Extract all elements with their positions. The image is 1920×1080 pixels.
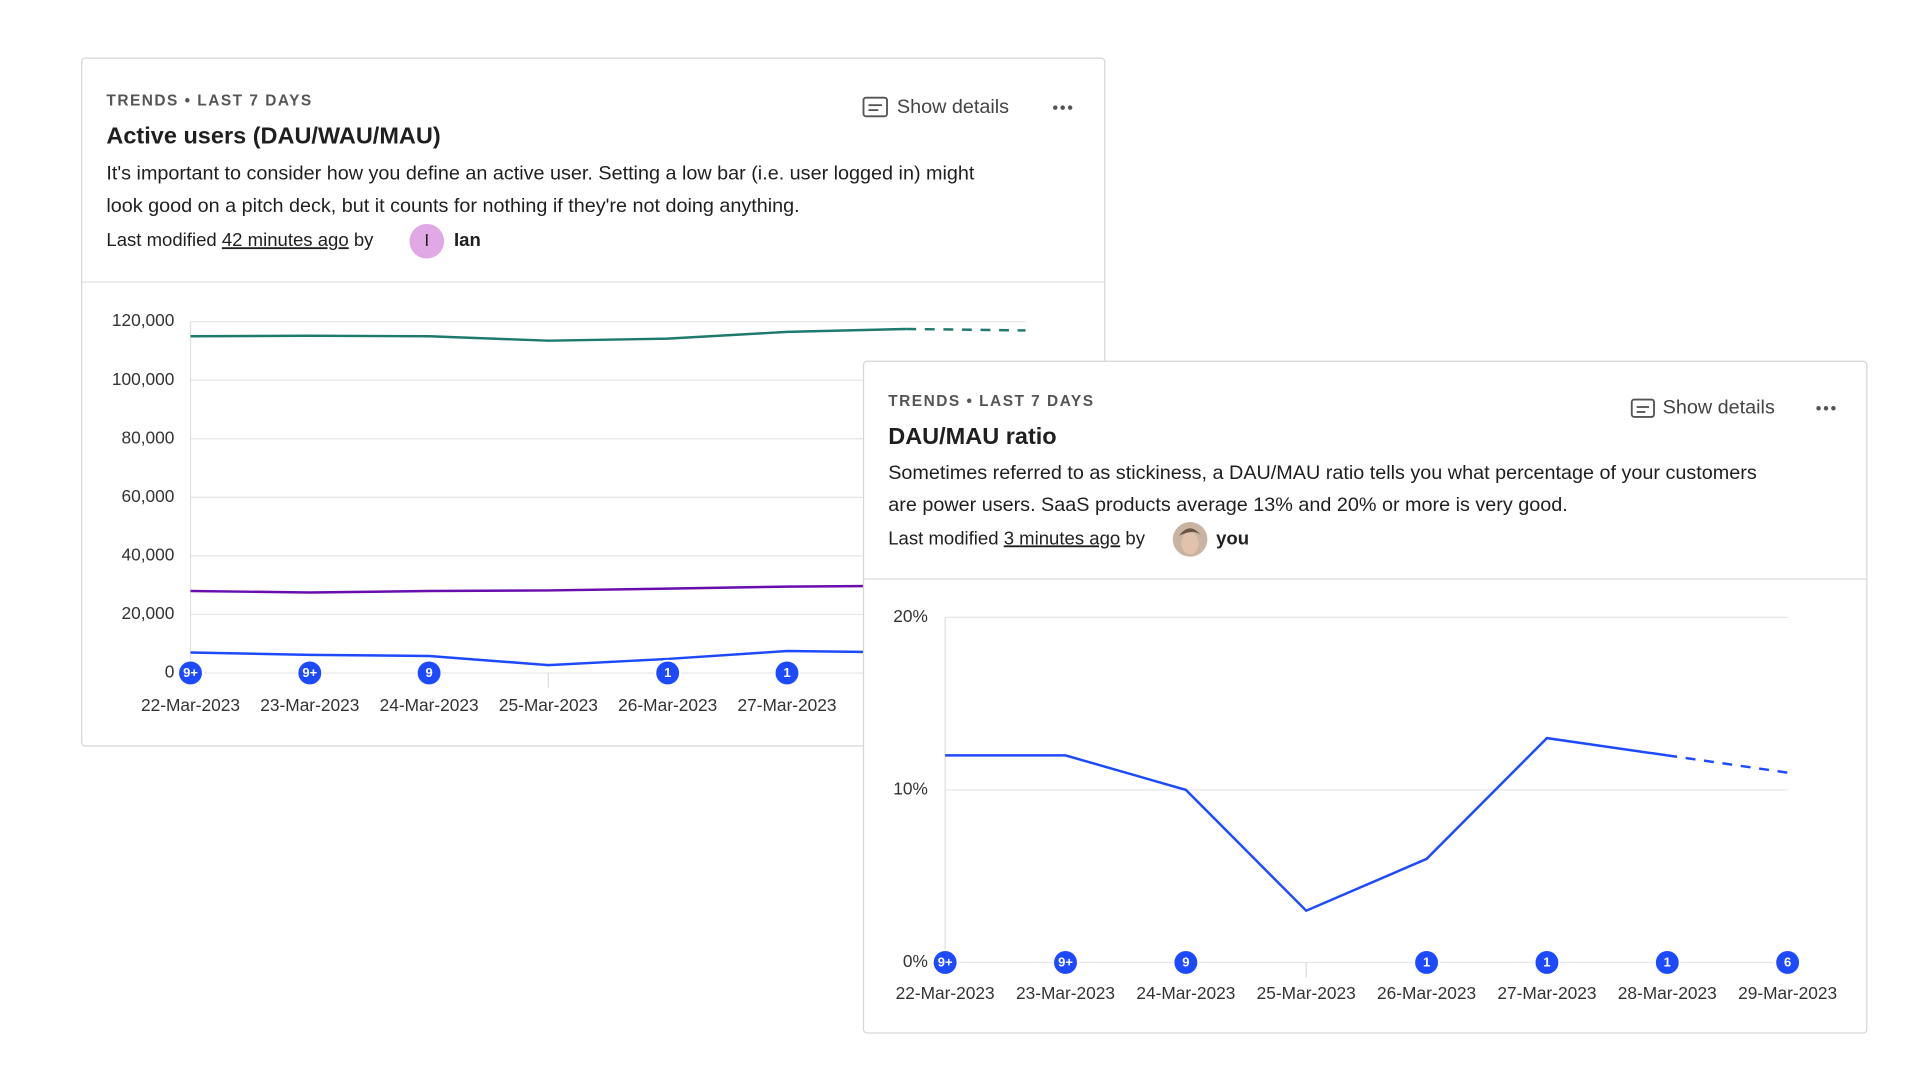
annotation-badge [654,659,681,687]
annotation-count: 9 [425,665,432,680]
x-tick-label: 27-Mar-2023 [1497,983,1596,1003]
y-tick-label: 120,000 [112,310,175,330]
insight-card: TRENDS • LAST 7 DAYS DAU/MAU ratio Somet… [862,360,1868,1034]
annotation-count: 9 [1182,955,1189,970]
modified-time: 3 minutes ago [1004,527,1121,548]
card-title: Active users (DAU/WAU/MAU) [106,123,440,149]
modified-by: by [354,229,374,250]
y-tick-label: 80,000 [122,427,175,447]
series-line [190,584,907,594]
description: Sometimes referred to as stickiness, a D… [888,462,1757,484]
author: you [1216,527,1249,548]
y-tick-label: 10% [893,778,928,798]
series-line-incomplete [906,327,1026,332]
description: look good on a pitch deck, but it counts… [106,195,799,217]
annotation-count: 9+ [183,665,198,680]
series-line [190,649,907,667]
annotation-badge [1533,949,1561,976]
x-tick-label: 25-Mar-2023 [499,695,598,715]
annotation-count: 9+ [938,955,953,970]
modified: Last modified 3 minutes ago by [888,527,1145,548]
annotation-count: 1 [1543,955,1550,970]
x-tick-label: 29-Mar-2023 [1738,983,1837,1003]
annotation-badge [177,659,204,687]
details-icon [1630,398,1655,418]
modified-prefix: Last modified [888,527,998,548]
kicker: TRENDS • LAST 7 DAYS [888,393,1094,410]
description: are power users. SaaS products average 1… [888,494,1568,516]
annotation-count: 1 [1423,955,1430,970]
annotation-badge [1172,949,1200,976]
annotation-badge [931,949,959,976]
avatar [1172,522,1208,557]
y-tick-label: 60,000 [122,486,175,506]
annotation-badge [1774,949,1801,976]
x-tick-label: 25-Mar-2023 [1257,983,1356,1003]
y-tick-label: 0% [903,951,928,971]
modified-prefix: Last modified [106,229,216,250]
annotation-badge [773,659,801,687]
series-line [945,736,1668,913]
show-details-button[interactable]: Show details [1630,396,1775,418]
x-tick-label: 22-Mar-2023 [141,695,240,715]
series-line [190,327,907,342]
x-tick-label: 24-Mar-2023 [1136,983,1235,1003]
card-title: DAU/MAU ratio [888,423,1056,449]
annotation-badge [296,659,324,687]
annotation-count: 1 [783,665,790,680]
y-tick-label: 100,000 [112,369,175,389]
y-tick-label: 0 [165,662,175,682]
modified-by: by [1125,527,1145,548]
description: It's important to consider how you defin… [106,163,975,185]
x-tick-label: 23-Mar-2023 [1016,983,1115,1003]
x-tick-label: 26-Mar-2023 [618,695,717,715]
x-tick-label: 23-Mar-2023 [260,695,359,715]
y-tick-label: 40,000 [122,544,175,564]
avatar [409,223,445,259]
x-tick-label: 22-Mar-2023 [896,983,995,1003]
annotation-badge [415,659,443,687]
kicker: TRENDS • LAST 7 DAYS [106,93,312,110]
x-tick-label: 26-Mar-2023 [1377,983,1476,1003]
y-tick-label: 20,000 [122,603,175,623]
modified: Last modified 42 minutes ago by [106,229,374,250]
x-tick-label: 28-Mar-2023 [1618,983,1717,1003]
annotation-badge [1052,949,1079,976]
card-frame [862,360,1868,1034]
modified-time: 42 minutes ago [222,229,349,250]
show-details[interactable]: Show details [1663,396,1775,418]
y-tick-label: 20% [893,606,928,626]
x-tick-label: 24-Mar-2023 [380,695,479,715]
show-details[interactable]: Show details [897,96,1009,118]
more-button[interactable] [1816,406,1836,411]
annotation-count: 9+ [1058,955,1073,970]
more-button[interactable] [1053,105,1073,110]
annotation-count: 9+ [302,665,317,680]
annotation-badge [1413,949,1440,976]
series-line-incomplete [1667,754,1788,774]
author: Ian [454,229,481,250]
details-icon [862,96,888,118]
annotation-badge [1653,949,1681,976]
avatar-initial: I [424,230,429,250]
annotation-count: 1 [664,665,671,680]
show-details-button[interactable]: Show details [862,96,1010,118]
annotation-count: 1 [1664,955,1671,970]
annotation-count: 6 [1784,955,1791,970]
insight-card: TRENDS • LAST 7 DAYS Active users (DAU/W… [81,57,1106,747]
x-tick-label: 27-Mar-2023 [737,695,836,715]
